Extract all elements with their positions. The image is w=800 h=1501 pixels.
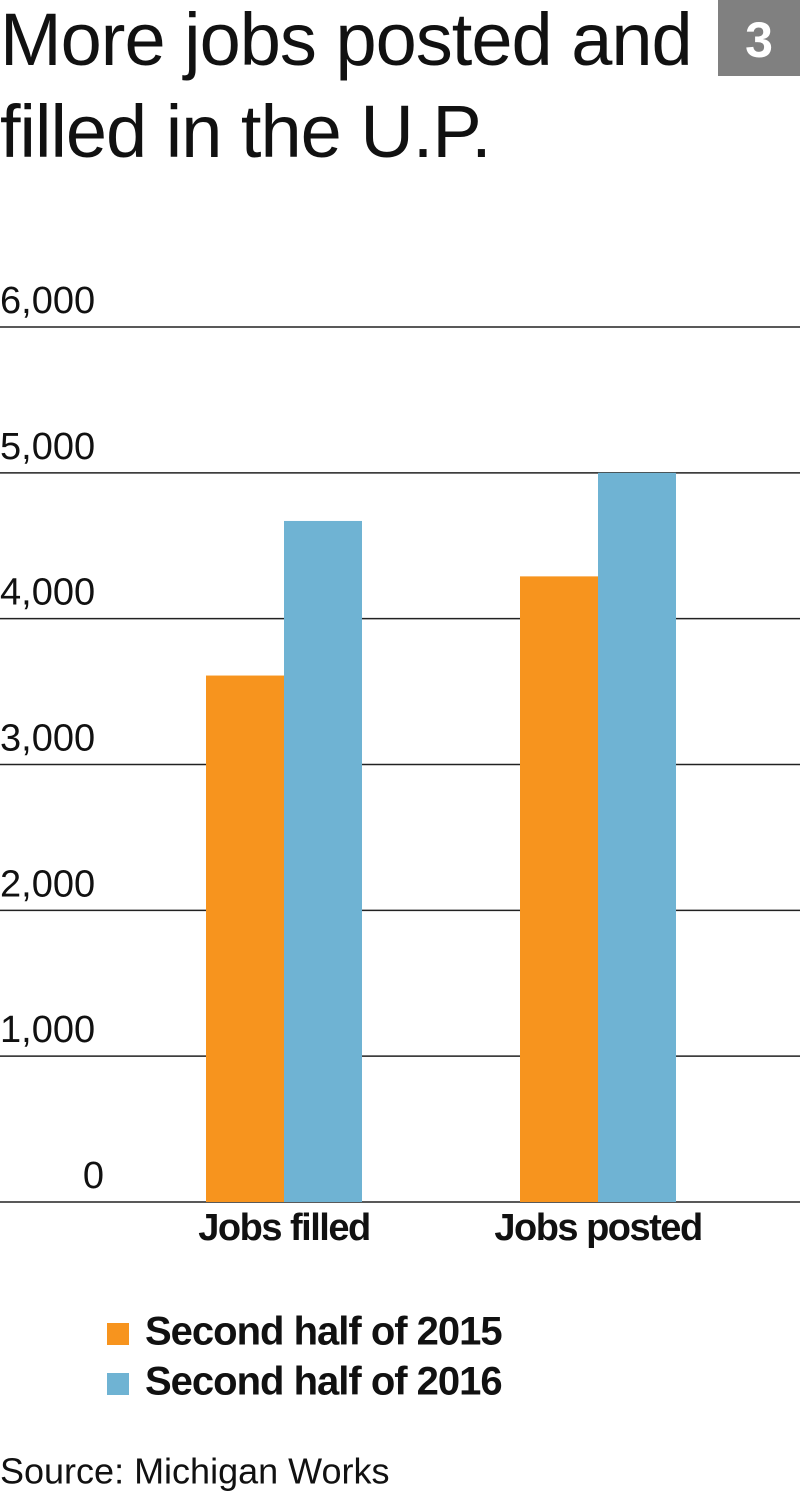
y-tick-label: 3,000 [0, 718, 95, 760]
x-tick-label: Jobs filled [198, 1207, 369, 1249]
y-tick-label: 0 [83, 1155, 104, 1197]
bar [206, 675, 284, 1202]
legend-swatch [107, 1373, 129, 1395]
y-tick-label: 2,000 [0, 863, 95, 905]
legend-label: Second half of 2016 [145, 1360, 502, 1404]
bar [284, 520, 362, 1202]
bar [598, 472, 676, 1202]
x-tick-label: Jobs posted [494, 1207, 701, 1249]
y-tick-label: 6,000 [0, 280, 95, 322]
legend-swatch [107, 1323, 129, 1345]
legend-label: Second half of 2015 [145, 1310, 502, 1354]
y-tick-label: 4,000 [0, 572, 95, 614]
y-tick-label: 1,000 [0, 1009, 95, 1051]
chart-title: More jobs posted and filled in the U.P. [0, 0, 693, 173]
bar [520, 576, 598, 1202]
source: Source: Michigan Works [0, 1451, 389, 1492]
badge: 3 [718, 0, 800, 76]
y-tick-label: 5,000 [0, 426, 95, 468]
